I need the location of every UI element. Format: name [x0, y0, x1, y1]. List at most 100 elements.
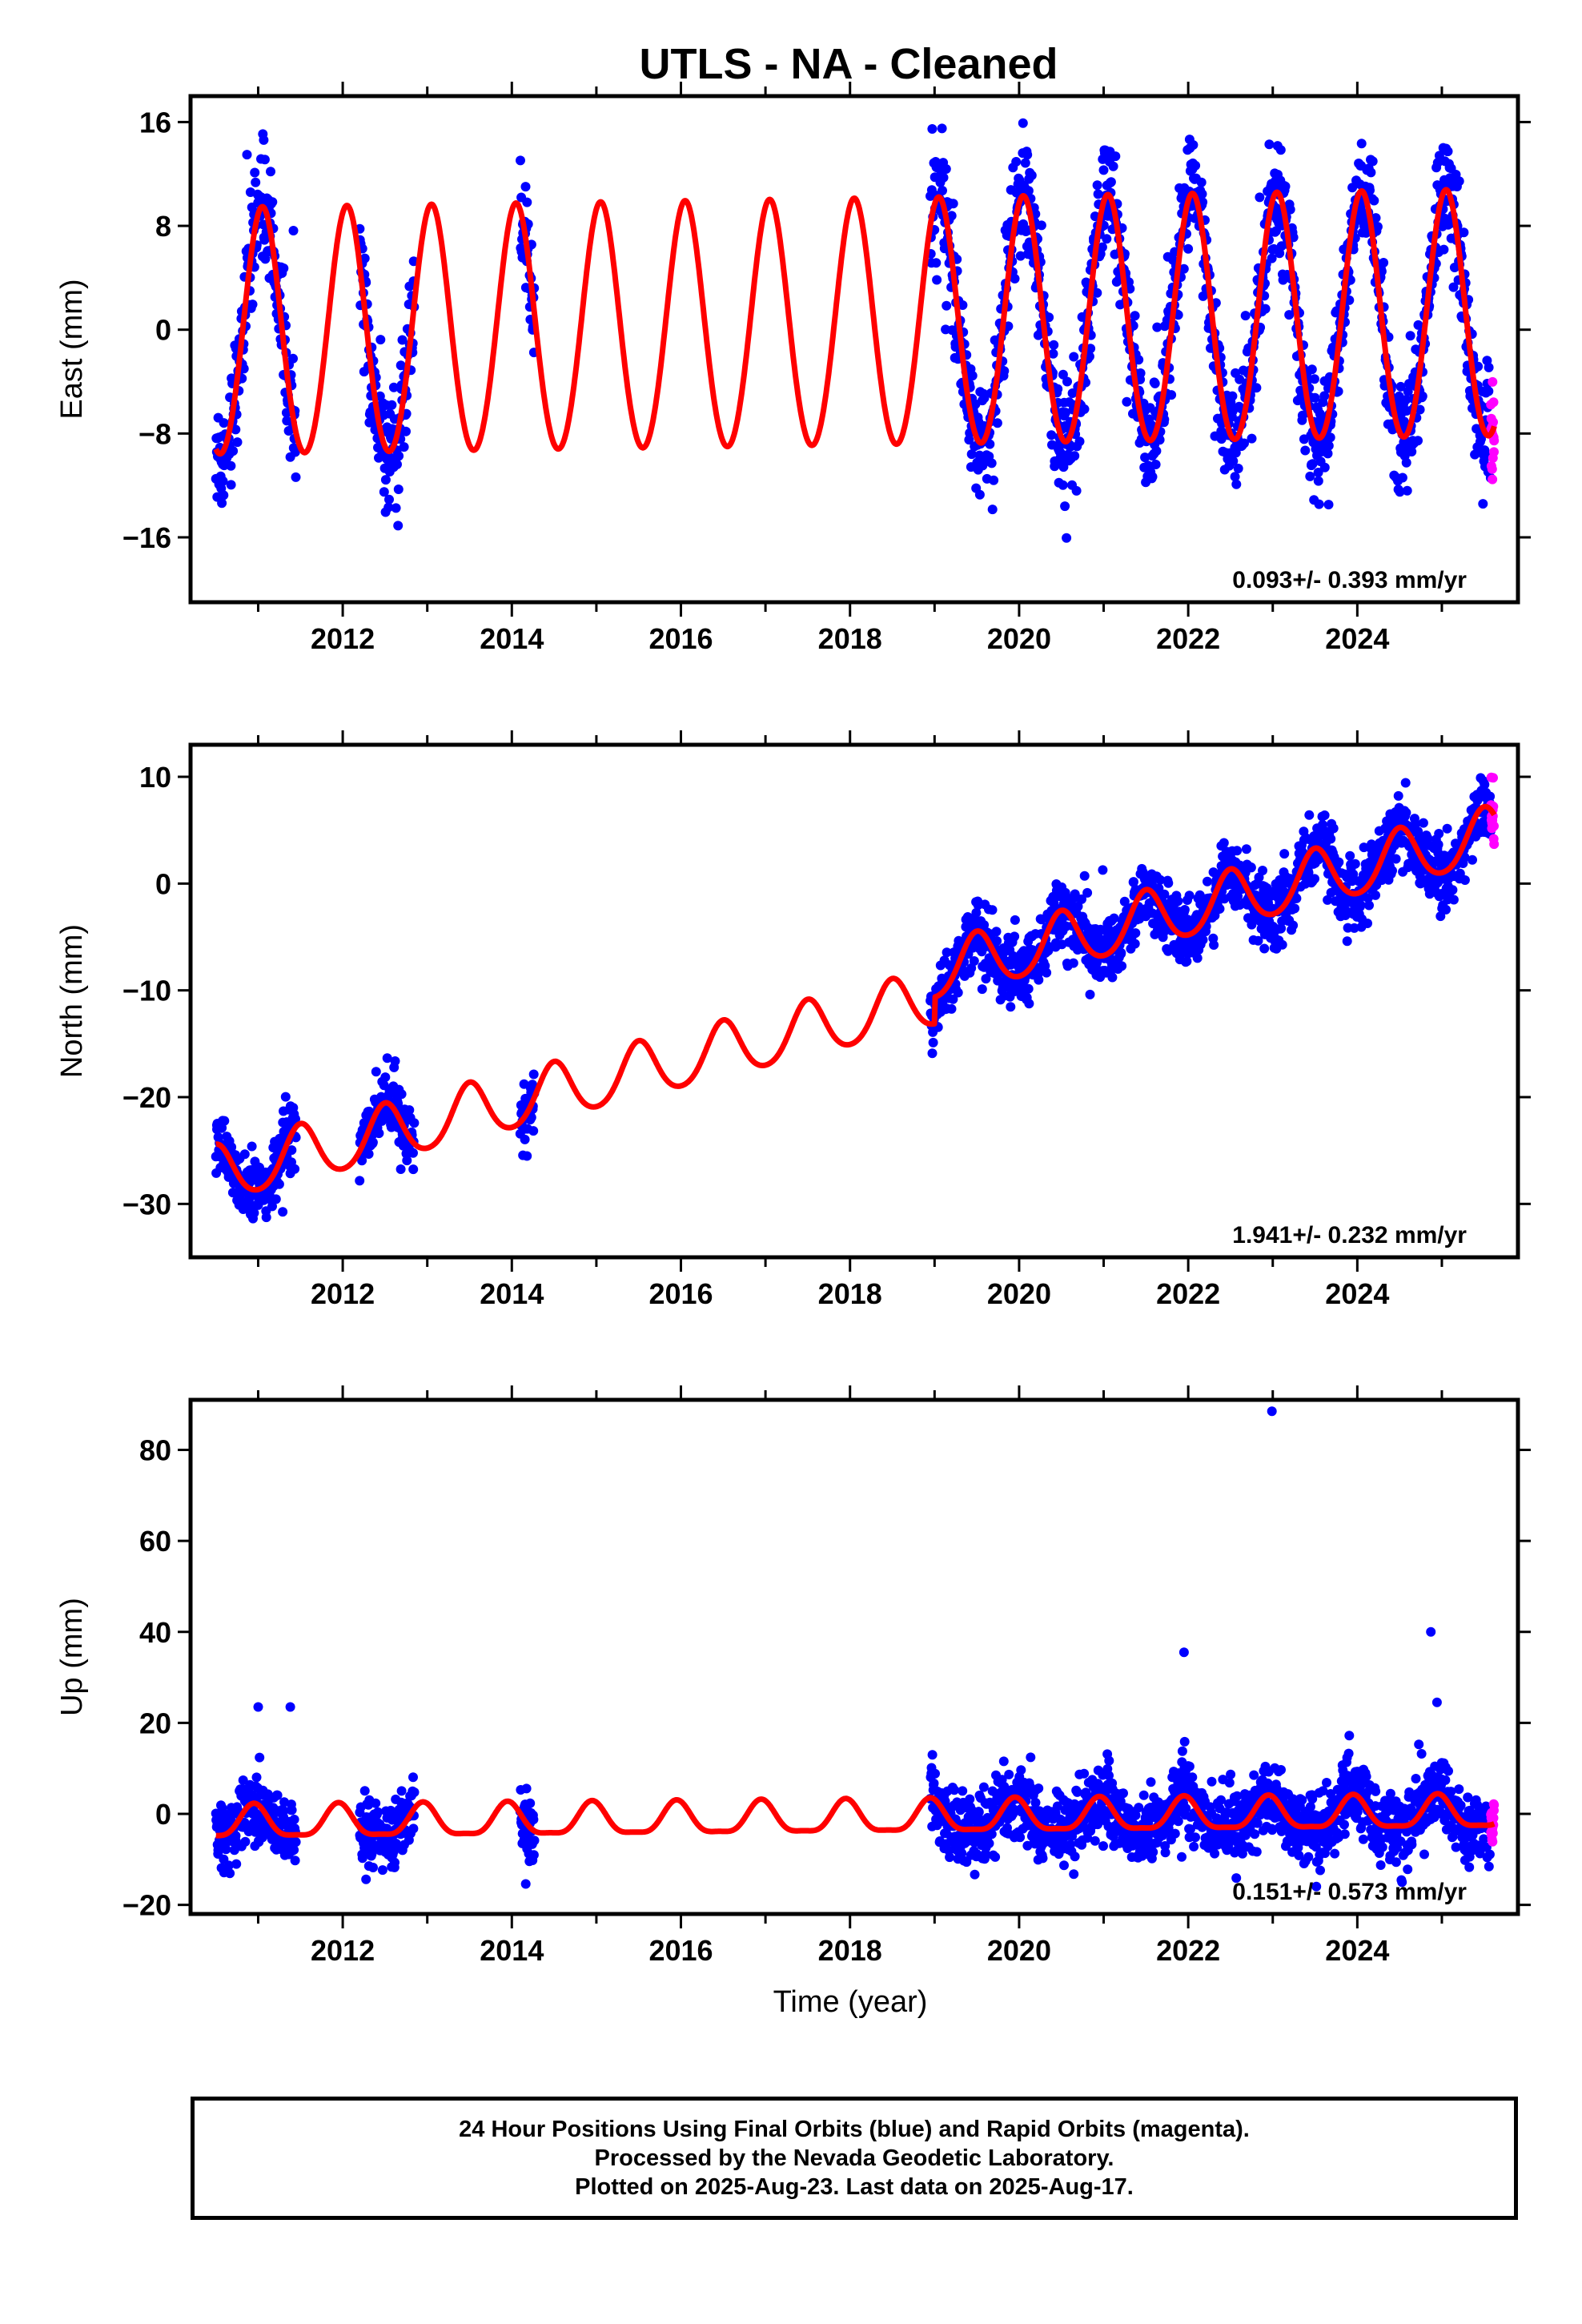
- data-point: [361, 1874, 371, 1884]
- data-point: [396, 1164, 406, 1174]
- data-point: [291, 472, 301, 482]
- data-point: [1203, 876, 1212, 887]
- data-point: [1334, 857, 1344, 867]
- data-point: [1130, 311, 1140, 321]
- data-point: [1030, 1798, 1041, 1807]
- north-final-points: [211, 773, 1496, 1224]
- data-point: [985, 439, 995, 449]
- data-point: [1347, 183, 1358, 193]
- data-point: [1393, 790, 1403, 801]
- data-point: [1104, 1755, 1114, 1766]
- east-model-curve: [213, 187, 1497, 457]
- data-point: [226, 460, 236, 471]
- data-point: [380, 1072, 391, 1083]
- data-point: [1333, 386, 1343, 396]
- data-point: [1304, 810, 1315, 820]
- data-point: [1085, 989, 1095, 999]
- data-point: [986, 1829, 997, 1839]
- data-point: [1166, 390, 1177, 400]
- data-point: [367, 1137, 378, 1148]
- data-point: [279, 263, 289, 273]
- data-point: [1418, 818, 1428, 828]
- data-point: [969, 956, 979, 966]
- data-point: [1371, 213, 1381, 223]
- data-point: [927, 1750, 938, 1760]
- chart-title: UTLS - NA - Cleaned: [639, 40, 1058, 88]
- data-point: [1231, 479, 1242, 489]
- data-point: [1015, 251, 1026, 261]
- data-point: [255, 1752, 265, 1763]
- data-point: [1230, 472, 1240, 482]
- data-point: [1443, 147, 1453, 156]
- data-point: [1150, 460, 1161, 469]
- data-point: [1059, 1860, 1069, 1871]
- data-point: [938, 172, 949, 183]
- data-point: [217, 498, 227, 509]
- data-point: [528, 1080, 537, 1090]
- data-point: [1284, 310, 1295, 320]
- data-point: [383, 502, 394, 513]
- data-point: [1228, 456, 1239, 466]
- data-point: [271, 1194, 281, 1204]
- north-frame: [188, 742, 1520, 1260]
- x-tick-label: 2012: [311, 1277, 375, 1310]
- north-y-axis-label: North (mm): [55, 924, 89, 1078]
- data-point: [1460, 875, 1470, 885]
- data-point: [1184, 891, 1195, 901]
- data-point: [1403, 386, 1413, 396]
- data-point: [1300, 445, 1311, 456]
- data-point: [267, 197, 278, 207]
- data-point: [1355, 899, 1366, 910]
- east-final-points: [211, 118, 1496, 543]
- x-tick-label: 2016: [648, 622, 713, 655]
- data-point: [1070, 451, 1080, 461]
- data-point: [1231, 448, 1241, 458]
- data-point: [1138, 1790, 1149, 1800]
- x-tick-label: 2020: [987, 1277, 1051, 1310]
- data-point: [946, 1003, 957, 1014]
- data-point: [290, 447, 300, 457]
- data-point: [1233, 464, 1243, 473]
- data-point: [977, 984, 987, 995]
- data-point: [1090, 1835, 1100, 1846]
- x-tick-label: 2018: [818, 1277, 882, 1310]
- data-point: [1067, 388, 1078, 398]
- data-point: [1323, 500, 1334, 510]
- up-final-points: [211, 1406, 1496, 1892]
- data-point: [1192, 953, 1203, 963]
- data-point: [1290, 903, 1300, 914]
- data-point: [1307, 364, 1317, 375]
- data-point: [382, 1053, 392, 1063]
- data-point: [1267, 253, 1277, 263]
- data-point: [1004, 1769, 1014, 1779]
- data-point: [1478, 499, 1488, 509]
- data-point: [393, 521, 404, 531]
- data-point: [1184, 1761, 1195, 1771]
- data-point: [1179, 1736, 1190, 1747]
- data-point: [948, 199, 958, 209]
- data-point: [942, 947, 952, 958]
- data-point: [1018, 118, 1028, 128]
- data-point: [521, 1783, 532, 1794]
- data-point: [1043, 946, 1054, 956]
- data-point: [516, 155, 525, 166]
- data-point: [1227, 391, 1238, 401]
- x-tick-label: 2016: [648, 1277, 713, 1310]
- data-point: [1197, 189, 1207, 199]
- data-point: [1350, 858, 1360, 869]
- data-point: [251, 177, 261, 187]
- rapid-point: [1487, 464, 1497, 474]
- data-point: [390, 1857, 400, 1868]
- data-point: [1307, 459, 1318, 469]
- data-point: [1070, 1852, 1080, 1862]
- east-rate-label: 0.093+/- 0.393 mm/yr: [1232, 567, 1467, 593]
- data-point: [1042, 967, 1052, 978]
- data-point: [1191, 160, 1201, 171]
- data-point: [1068, 958, 1078, 968]
- data-point: [1086, 344, 1096, 354]
- data-point: [991, 927, 1002, 937]
- data-point: [1026, 1752, 1036, 1763]
- data-point: [1034, 975, 1044, 985]
- data-point: [240, 1836, 251, 1847]
